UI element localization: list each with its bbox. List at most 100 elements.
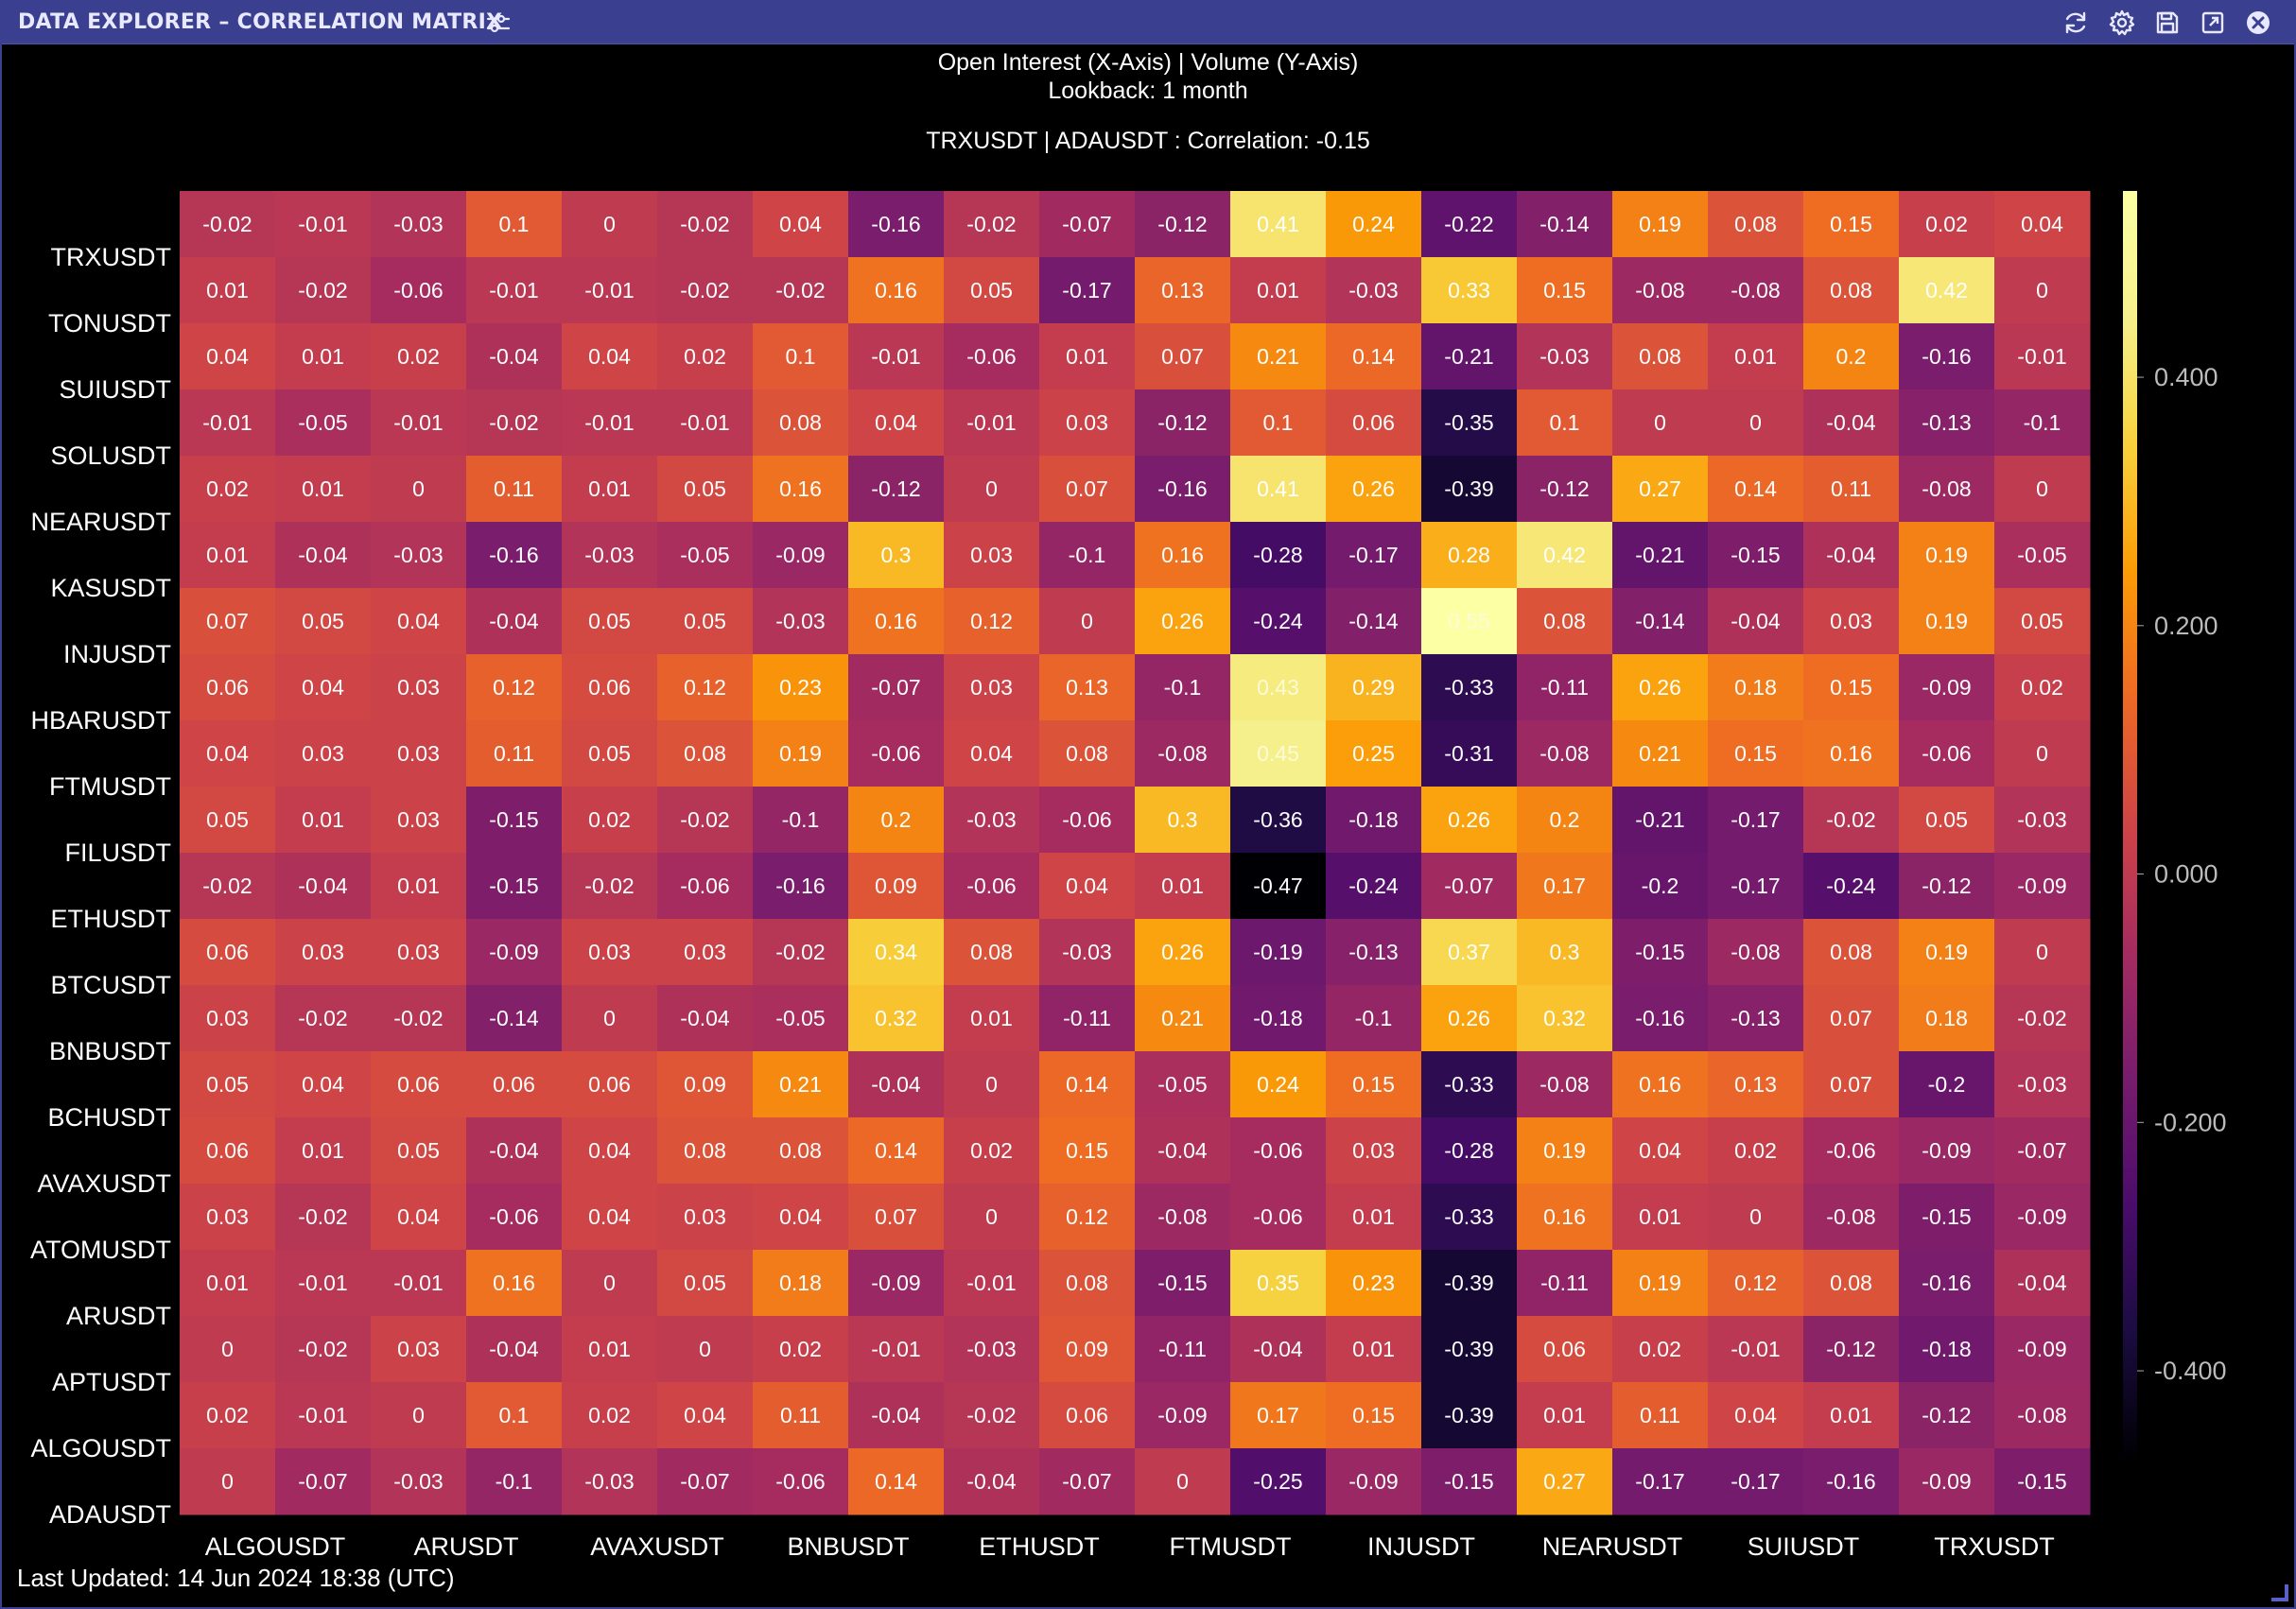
heatmap-cell[interactable] <box>1326 456 1422 523</box>
heatmap-cell[interactable] <box>1421 257 1518 324</box>
heatmap-cell[interactable] <box>848 1382 945 1449</box>
heatmap-cell[interactable] <box>1803 654 1900 721</box>
heatmap-cell[interactable] <box>1039 1250 1136 1317</box>
heatmap-cell[interactable] <box>466 853 563 920</box>
heatmap-cell[interactable] <box>848 456 945 523</box>
heatmap-cell[interactable] <box>753 654 849 721</box>
heatmap-cell[interactable] <box>562 985 658 1052</box>
heatmap-cell[interactable] <box>371 1382 467 1449</box>
heatmap-cell[interactable] <box>944 1117 1040 1185</box>
heatmap-cell[interactable] <box>1135 1117 1231 1185</box>
heatmap-cell[interactable] <box>1326 1382 1422 1449</box>
heatmap-cell[interactable] <box>1612 787 1709 854</box>
heatmap-cell[interactable] <box>1517 1382 1613 1449</box>
heatmap-cell[interactable] <box>1421 456 1518 523</box>
heatmap-cell[interactable] <box>848 720 945 787</box>
heatmap-cell[interactable] <box>657 853 754 920</box>
heatmap-cell[interactable] <box>1994 1316 2091 1383</box>
heatmap-cell[interactable] <box>1899 787 1995 854</box>
heatmap-cell[interactable] <box>657 456 754 523</box>
heatmap-cell[interactable] <box>466 588 563 655</box>
heatmap-cell[interactable] <box>1039 522 1136 589</box>
heatmap-cell[interactable] <box>1230 389 1327 457</box>
heatmap-cell[interactable] <box>1708 985 1804 1052</box>
heatmap-cell[interactable] <box>657 787 754 854</box>
heatmap-cell[interactable] <box>1899 1117 1995 1185</box>
heatmap-cell[interactable] <box>1708 1184 1804 1251</box>
heatmap-cell[interactable] <box>848 1448 945 1515</box>
heatmap-cell[interactable] <box>657 1184 754 1251</box>
heatmap-cell[interactable] <box>657 1250 754 1317</box>
heatmap-cell[interactable] <box>1517 257 1613 324</box>
heatmap-cell[interactable] <box>1039 191 1136 258</box>
heatmap-cell[interactable] <box>1135 787 1231 854</box>
heatmap-cell[interactable] <box>275 257 372 324</box>
heatmap-cell[interactable] <box>275 191 372 258</box>
heatmap-cell[interactable] <box>753 985 849 1052</box>
heatmap-cell[interactable] <box>1421 1184 1518 1251</box>
heatmap-cell[interactable] <box>1326 389 1422 457</box>
heatmap-cell[interactable] <box>1421 1316 1518 1383</box>
heatmap-cell[interactable] <box>1708 853 1804 920</box>
heatmap-cell[interactable] <box>1994 787 2091 854</box>
heatmap-cell[interactable] <box>1326 1184 1422 1251</box>
heatmap-cell[interactable] <box>1803 323 1900 390</box>
heatmap-cell[interactable] <box>1899 389 1995 457</box>
heatmap-cell[interactable] <box>275 1117 372 1185</box>
heatmap-cell[interactable] <box>1326 257 1422 324</box>
heatmap-cell[interactable] <box>1708 1448 1804 1515</box>
heatmap-cell[interactable] <box>1708 654 1804 721</box>
heatmap-cell[interactable] <box>1994 919 2091 986</box>
heatmap-cell[interactable] <box>753 456 849 523</box>
heatmap-cell[interactable] <box>1994 1117 2091 1185</box>
heatmap-cell[interactable] <box>657 257 754 324</box>
heatmap-cell[interactable] <box>1994 985 2091 1052</box>
heatmap-cell[interactable] <box>1994 522 2091 589</box>
heatmap-cell[interactable] <box>562 1448 658 1515</box>
heatmap-cell[interactable] <box>1326 588 1422 655</box>
heatmap-cell[interactable] <box>466 919 563 986</box>
heatmap-cell[interactable] <box>1039 654 1136 721</box>
heatmap-cell[interactable] <box>1994 191 2091 258</box>
heatmap-cell[interactable] <box>1135 257 1231 324</box>
heatmap-cell[interactable] <box>753 787 849 854</box>
heatmap-cell[interactable] <box>753 257 849 324</box>
heatmap-cell[interactable] <box>275 522 372 589</box>
heatmap-cell[interactable] <box>562 456 658 523</box>
heatmap-cell[interactable] <box>1803 456 1900 523</box>
heatmap-cell[interactable] <box>657 1316 754 1383</box>
heatmap-cell[interactable] <box>1230 1382 1327 1449</box>
heatmap-cell[interactable] <box>944 787 1040 854</box>
heatmap-cell[interactable] <box>1421 654 1518 721</box>
heatmap-cell[interactable] <box>1039 1117 1136 1185</box>
heatmap-cell[interactable] <box>1708 720 1804 787</box>
heatmap-cell[interactable] <box>1135 1184 1231 1251</box>
heatmap-cell[interactable] <box>1230 853 1327 920</box>
heatmap-cell[interactable] <box>1612 654 1709 721</box>
heatmap-cell[interactable] <box>1135 1448 1231 1515</box>
heatmap-cell[interactable] <box>753 1117 849 1185</box>
heatmap-cell[interactable] <box>944 456 1040 523</box>
heatmap-cell[interactable] <box>1421 787 1518 854</box>
gear-icon[interactable] <box>2108 9 2136 37</box>
heatmap-cell[interactable] <box>466 323 563 390</box>
heatmap-cell[interactable] <box>1039 1051 1136 1118</box>
heatmap-cell[interactable] <box>180 1250 276 1317</box>
heatmap-cell[interactable] <box>1421 522 1518 589</box>
heatmap-cell[interactable] <box>1803 588 1900 655</box>
heatmap-cell[interactable] <box>1517 191 1613 258</box>
heatmap-cell[interactable] <box>1612 389 1709 457</box>
heatmap-cell[interactable] <box>1230 1051 1327 1118</box>
heatmap-cell[interactable] <box>1994 1250 2091 1317</box>
heatmap-cell[interactable] <box>944 1250 1040 1317</box>
heatmap-cell[interactable] <box>753 1382 849 1449</box>
heatmap-cell[interactable] <box>1326 720 1422 787</box>
heatmap-cell[interactable] <box>1421 323 1518 390</box>
heatmap-cell[interactable] <box>562 720 658 787</box>
heatmap-cell[interactable] <box>1135 720 1231 787</box>
heatmap-cell[interactable] <box>1039 985 1136 1052</box>
heatmap-cell[interactable] <box>1135 919 1231 986</box>
heatmap-cell[interactable] <box>1039 853 1136 920</box>
heatmap-cell[interactable] <box>371 985 467 1052</box>
heatmap-cell[interactable] <box>1421 919 1518 986</box>
